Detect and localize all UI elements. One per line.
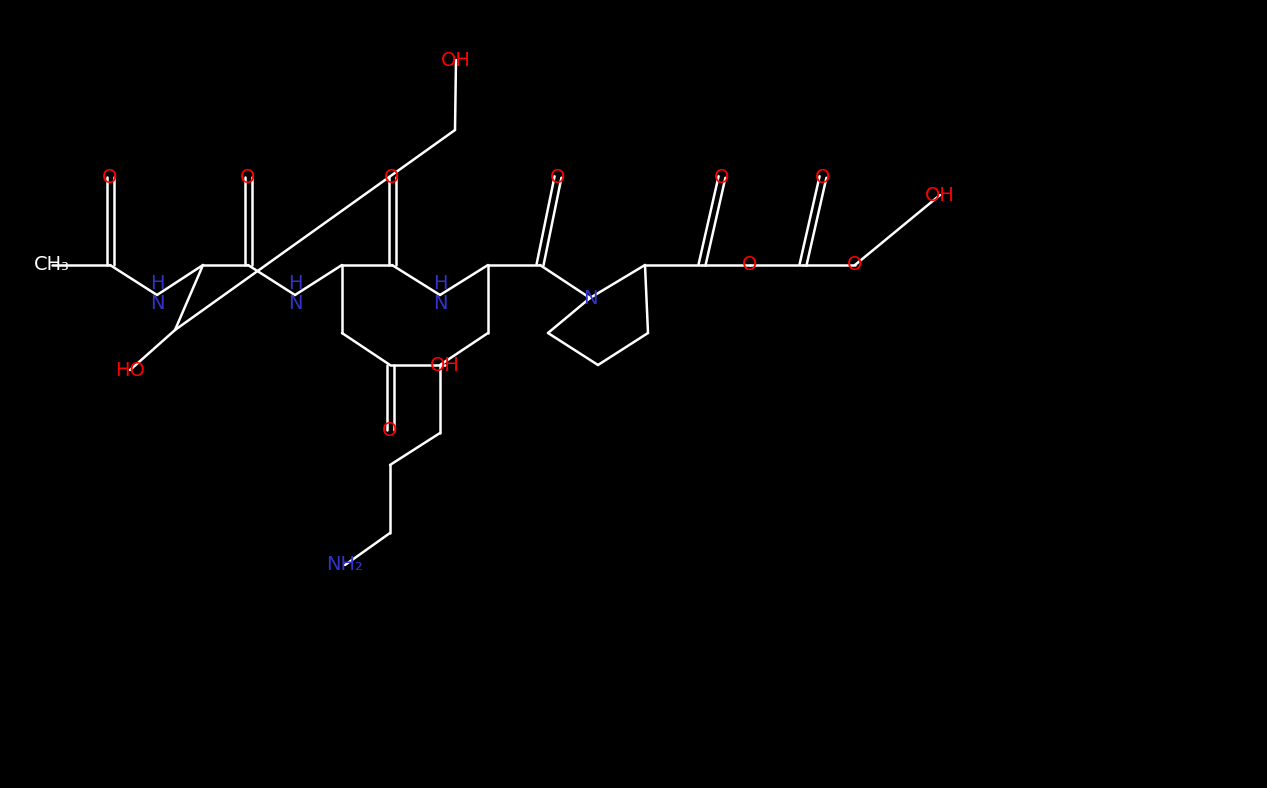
Text: H: H: [288, 273, 303, 292]
Text: N: N: [288, 293, 303, 313]
Text: N: N: [583, 288, 597, 307]
Text: CH₃: CH₃: [34, 255, 70, 274]
Text: OH: OH: [430, 355, 460, 374]
Text: N: N: [433, 293, 447, 313]
Text: H: H: [433, 273, 447, 292]
Text: O: O: [241, 168, 256, 187]
Text: O: O: [384, 168, 399, 187]
Text: H: H: [150, 273, 165, 292]
Text: O: O: [715, 168, 730, 187]
Text: O: O: [848, 255, 863, 274]
Text: O: O: [383, 421, 398, 440]
Text: O: O: [742, 255, 758, 274]
Text: HO: HO: [115, 360, 144, 380]
Text: NH₂: NH₂: [327, 556, 364, 574]
Text: O: O: [103, 168, 118, 187]
Text: O: O: [815, 168, 831, 187]
Text: O: O: [550, 168, 565, 187]
Text: N: N: [150, 293, 165, 313]
Text: OH: OH: [925, 185, 955, 205]
Text: OH: OH: [441, 50, 471, 69]
